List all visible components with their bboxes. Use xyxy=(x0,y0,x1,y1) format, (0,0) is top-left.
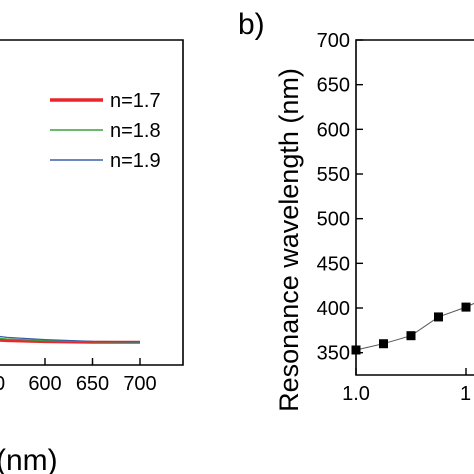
panel-b-y-ticks: 350 400 450 500 550 600 650 700 xyxy=(317,30,363,365)
panel-b-y-tick-label: 500 xyxy=(317,209,350,231)
panel-b-y-tick-label: 350 xyxy=(317,343,350,365)
panel-b-y-axis-label: Resonance wavelength (nm) xyxy=(274,68,304,412)
panel-a-series-line-1 xyxy=(0,338,140,344)
panel-b-data-point xyxy=(379,339,388,349)
panel-b-series xyxy=(351,302,474,355)
panel-b-data-point xyxy=(406,331,416,341)
panel-b-label: b) xyxy=(238,8,265,41)
panel-b-y-tick-label: 650 xyxy=(317,75,350,97)
panel-a-series-line-3 xyxy=(0,335,141,343)
panel-a-x-axis-label: (nm) xyxy=(0,444,58,474)
panel-b-x-tick-label: 1.0 xyxy=(342,383,370,405)
panel-a: 600 650 700 0 (nm) n=1.7 n=1.8 n=1.9 xyxy=(0,39,184,474)
panel-b-y-tick-label: 700 xyxy=(317,30,350,52)
panel-b-data-point xyxy=(461,302,471,312)
panel-a-x-tick-label: 600 xyxy=(28,373,61,395)
panel-a-legend-label: n=1.9 xyxy=(110,150,161,172)
panel-b-y-tick-label: 450 xyxy=(317,253,350,275)
panel-b-y-tick-label: 600 xyxy=(317,119,350,141)
panel-a-legend: n=1.7 n=1.8 n=1.9 xyxy=(50,90,161,172)
panel-a-legend-label: n=1.8 xyxy=(110,120,161,142)
panel-b-data-point xyxy=(351,345,361,355)
panel-b-data-point xyxy=(434,312,443,322)
panel-a-partial-tick-label: 0 xyxy=(0,373,5,395)
panel-a-x-tick-label: 650 xyxy=(76,373,109,395)
panel-a-legend-label: n=1.7 xyxy=(110,90,161,112)
panel-b-y-tick-label: 400 xyxy=(317,298,350,320)
panel-b-y-tick-label: 550 xyxy=(317,164,350,186)
panel-a-series xyxy=(0,335,141,344)
panel-b-frame xyxy=(355,39,474,376)
panel-a-x-tick-label: 700 xyxy=(123,373,156,395)
panel-a-frame xyxy=(0,39,184,366)
panel-a-x-ticks: 600 650 700 xyxy=(28,358,157,395)
panel-b-x-tick-label: 1 xyxy=(460,383,471,405)
panel-b-x-ticks: 1.0 1 xyxy=(342,368,471,405)
